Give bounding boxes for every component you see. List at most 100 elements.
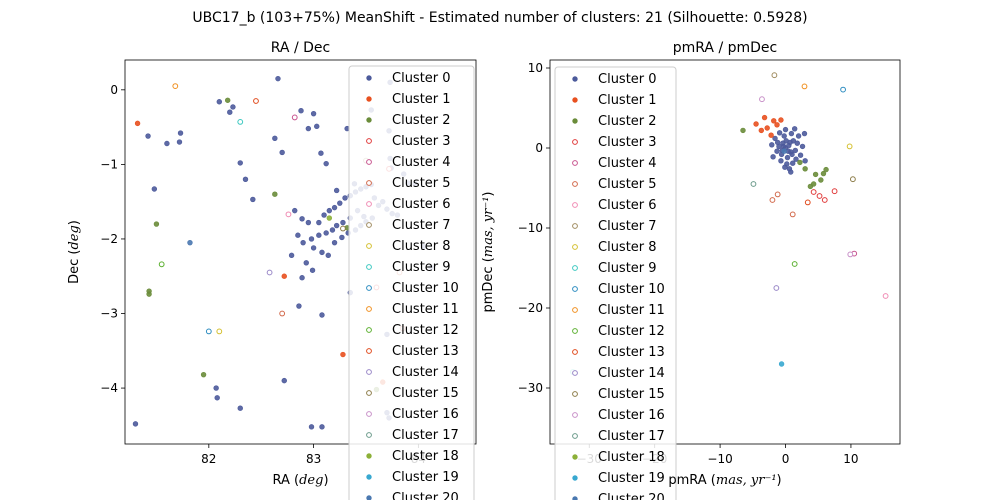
- pm-title: pmRA / pmDec: [673, 40, 778, 56]
- data-point-cluster-6: [882, 293, 889, 299]
- legend-marker: [572, 181, 578, 187]
- data-point-cluster-0: [310, 110, 317, 117]
- data-point-cluster-0: [132, 421, 139, 427]
- data-point-cluster-0: [216, 99, 222, 105]
- y-tick-label: −1: [100, 157, 118, 171]
- data-point-cluster-5: [769, 197, 776, 203]
- data-point-cluster-0: [319, 312, 325, 318]
- data-point-cluster-0: [337, 200, 343, 206]
- data-point-cluster-0: [214, 395, 220, 401]
- legend-label: Cluster 2: [392, 113, 451, 128]
- legend-label: Cluster 10: [598, 282, 665, 297]
- data-point-cluster-10: [840, 86, 846, 93]
- legend-marker: [366, 243, 372, 249]
- data-point-cluster-12: [158, 261, 165, 268]
- legend-label: Cluster 8: [392, 239, 451, 254]
- legend-label: Cluster 19: [598, 471, 665, 486]
- legend-marker: [572, 370, 578, 376]
- legend-label: Cluster 17: [392, 428, 459, 443]
- data-point-cluster-6: [285, 211, 292, 218]
- data-point-cluster-0: [151, 186, 158, 192]
- legend-label: Cluster 4: [392, 155, 451, 170]
- legend-marker: [366, 474, 372, 480]
- data-point-cluster-16: [847, 251, 854, 258]
- data-point-cluster-0: [801, 130, 808, 137]
- data-point-cluster-2: [810, 181, 817, 187]
- data-point-cluster-0: [333, 187, 340, 194]
- data-point-cluster-0: [788, 169, 794, 175]
- data-point-cluster-3: [831, 188, 838, 195]
- legend-marker: [572, 433, 578, 439]
- data-point-cluster-1: [771, 118, 777, 124]
- data-point-cluster-0: [340, 219, 346, 226]
- data-point-cluster-0: [299, 275, 305, 281]
- legend-label: Cluster 3: [598, 135, 657, 150]
- data-point-cluster-0: [790, 160, 796, 166]
- y-tick-label: −4: [100, 381, 118, 395]
- legend-marker: [366, 432, 372, 438]
- data-point-cluster-20: [187, 239, 193, 246]
- data-point-cluster-0: [776, 130, 783, 136]
- legend-label: Cluster 12: [598, 324, 665, 339]
- data-point-cluster-0: [176, 139, 183, 145]
- x-axis-label: RA (deg): [272, 473, 328, 488]
- data-point-cluster-0: [318, 150, 324, 156]
- data-point-cluster-0: [250, 196, 256, 203]
- legend-marker: [366, 159, 372, 165]
- x-axis-label: pmRA (mas, yr⁻¹): [668, 473, 781, 488]
- data-point-cluster-0: [797, 152, 804, 158]
- data-point-cluster-0: [778, 158, 784, 164]
- data-point-cluster-0: [784, 154, 791, 161]
- data-point-cluster-2: [823, 166, 829, 173]
- legend-label: Cluster 11: [392, 302, 459, 317]
- data-point-cluster-0: [795, 133, 802, 139]
- legend-marker: [366, 348, 372, 354]
- legend-label: Cluster 6: [598, 198, 657, 213]
- data-point-cluster-0: [295, 232, 301, 238]
- x-tick-label: 10: [843, 452, 858, 466]
- data-point-cluster-2: [740, 127, 746, 134]
- data-point-cluster-0: [774, 148, 780, 154]
- legend-label: Cluster 2: [598, 114, 657, 129]
- legend-marker: [572, 349, 578, 355]
- data-point-cluster-0: [177, 130, 184, 136]
- y-tick-label: −10: [518, 221, 543, 235]
- legend-label: Cluster 16: [392, 407, 459, 422]
- legend-marker: [572, 97, 578, 103]
- data-point-cluster-20: [781, 148, 787, 154]
- data-point-cluster-0: [769, 142, 775, 148]
- legend-label: Cluster 15: [598, 387, 665, 402]
- data-point-cluster-0: [213, 385, 219, 391]
- data-point-cluster-0: [308, 236, 315, 242]
- data-point-cluster-0: [788, 130, 795, 137]
- data-point-cluster-0: [308, 424, 315, 430]
- legend-box: [554, 66, 677, 500]
- legend-label: Cluster 16: [598, 408, 665, 423]
- data-point-cluster-1: [758, 127, 765, 134]
- data-point-cluster-3: [821, 197, 828, 203]
- data-point-cluster-1: [753, 121, 759, 127]
- legend-label: Cluster 0: [598, 72, 657, 87]
- data-point-cluster-0: [305, 125, 312, 132]
- y-tick-label: −20: [518, 301, 543, 315]
- legend-marker: [366, 201, 372, 207]
- data-point-cluster-4: [291, 114, 298, 121]
- data-point-cluster-0: [331, 204, 338, 211]
- y-tick-label: −30: [518, 381, 543, 395]
- legend-box: [348, 65, 475, 500]
- legend-marker: [366, 285, 372, 291]
- data-point-cluster-1: [761, 114, 768, 121]
- y-tick-label: 0: [110, 83, 118, 97]
- data-point-cluster-0: [781, 133, 787, 139]
- legend-label: Cluster 15: [392, 386, 459, 401]
- legend-marker: [366, 495, 372, 500]
- data-point-cluster-0: [309, 267, 316, 273]
- data-point-cluster-0: [792, 147, 799, 154]
- legend-marker: [366, 327, 372, 333]
- data-point-cluster-0: [237, 160, 243, 166]
- data-point-cluster-0: [783, 138, 789, 144]
- data-point-cluster-14: [266, 269, 273, 276]
- data-point-cluster-19: [778, 361, 785, 367]
- legend-marker: [366, 264, 372, 270]
